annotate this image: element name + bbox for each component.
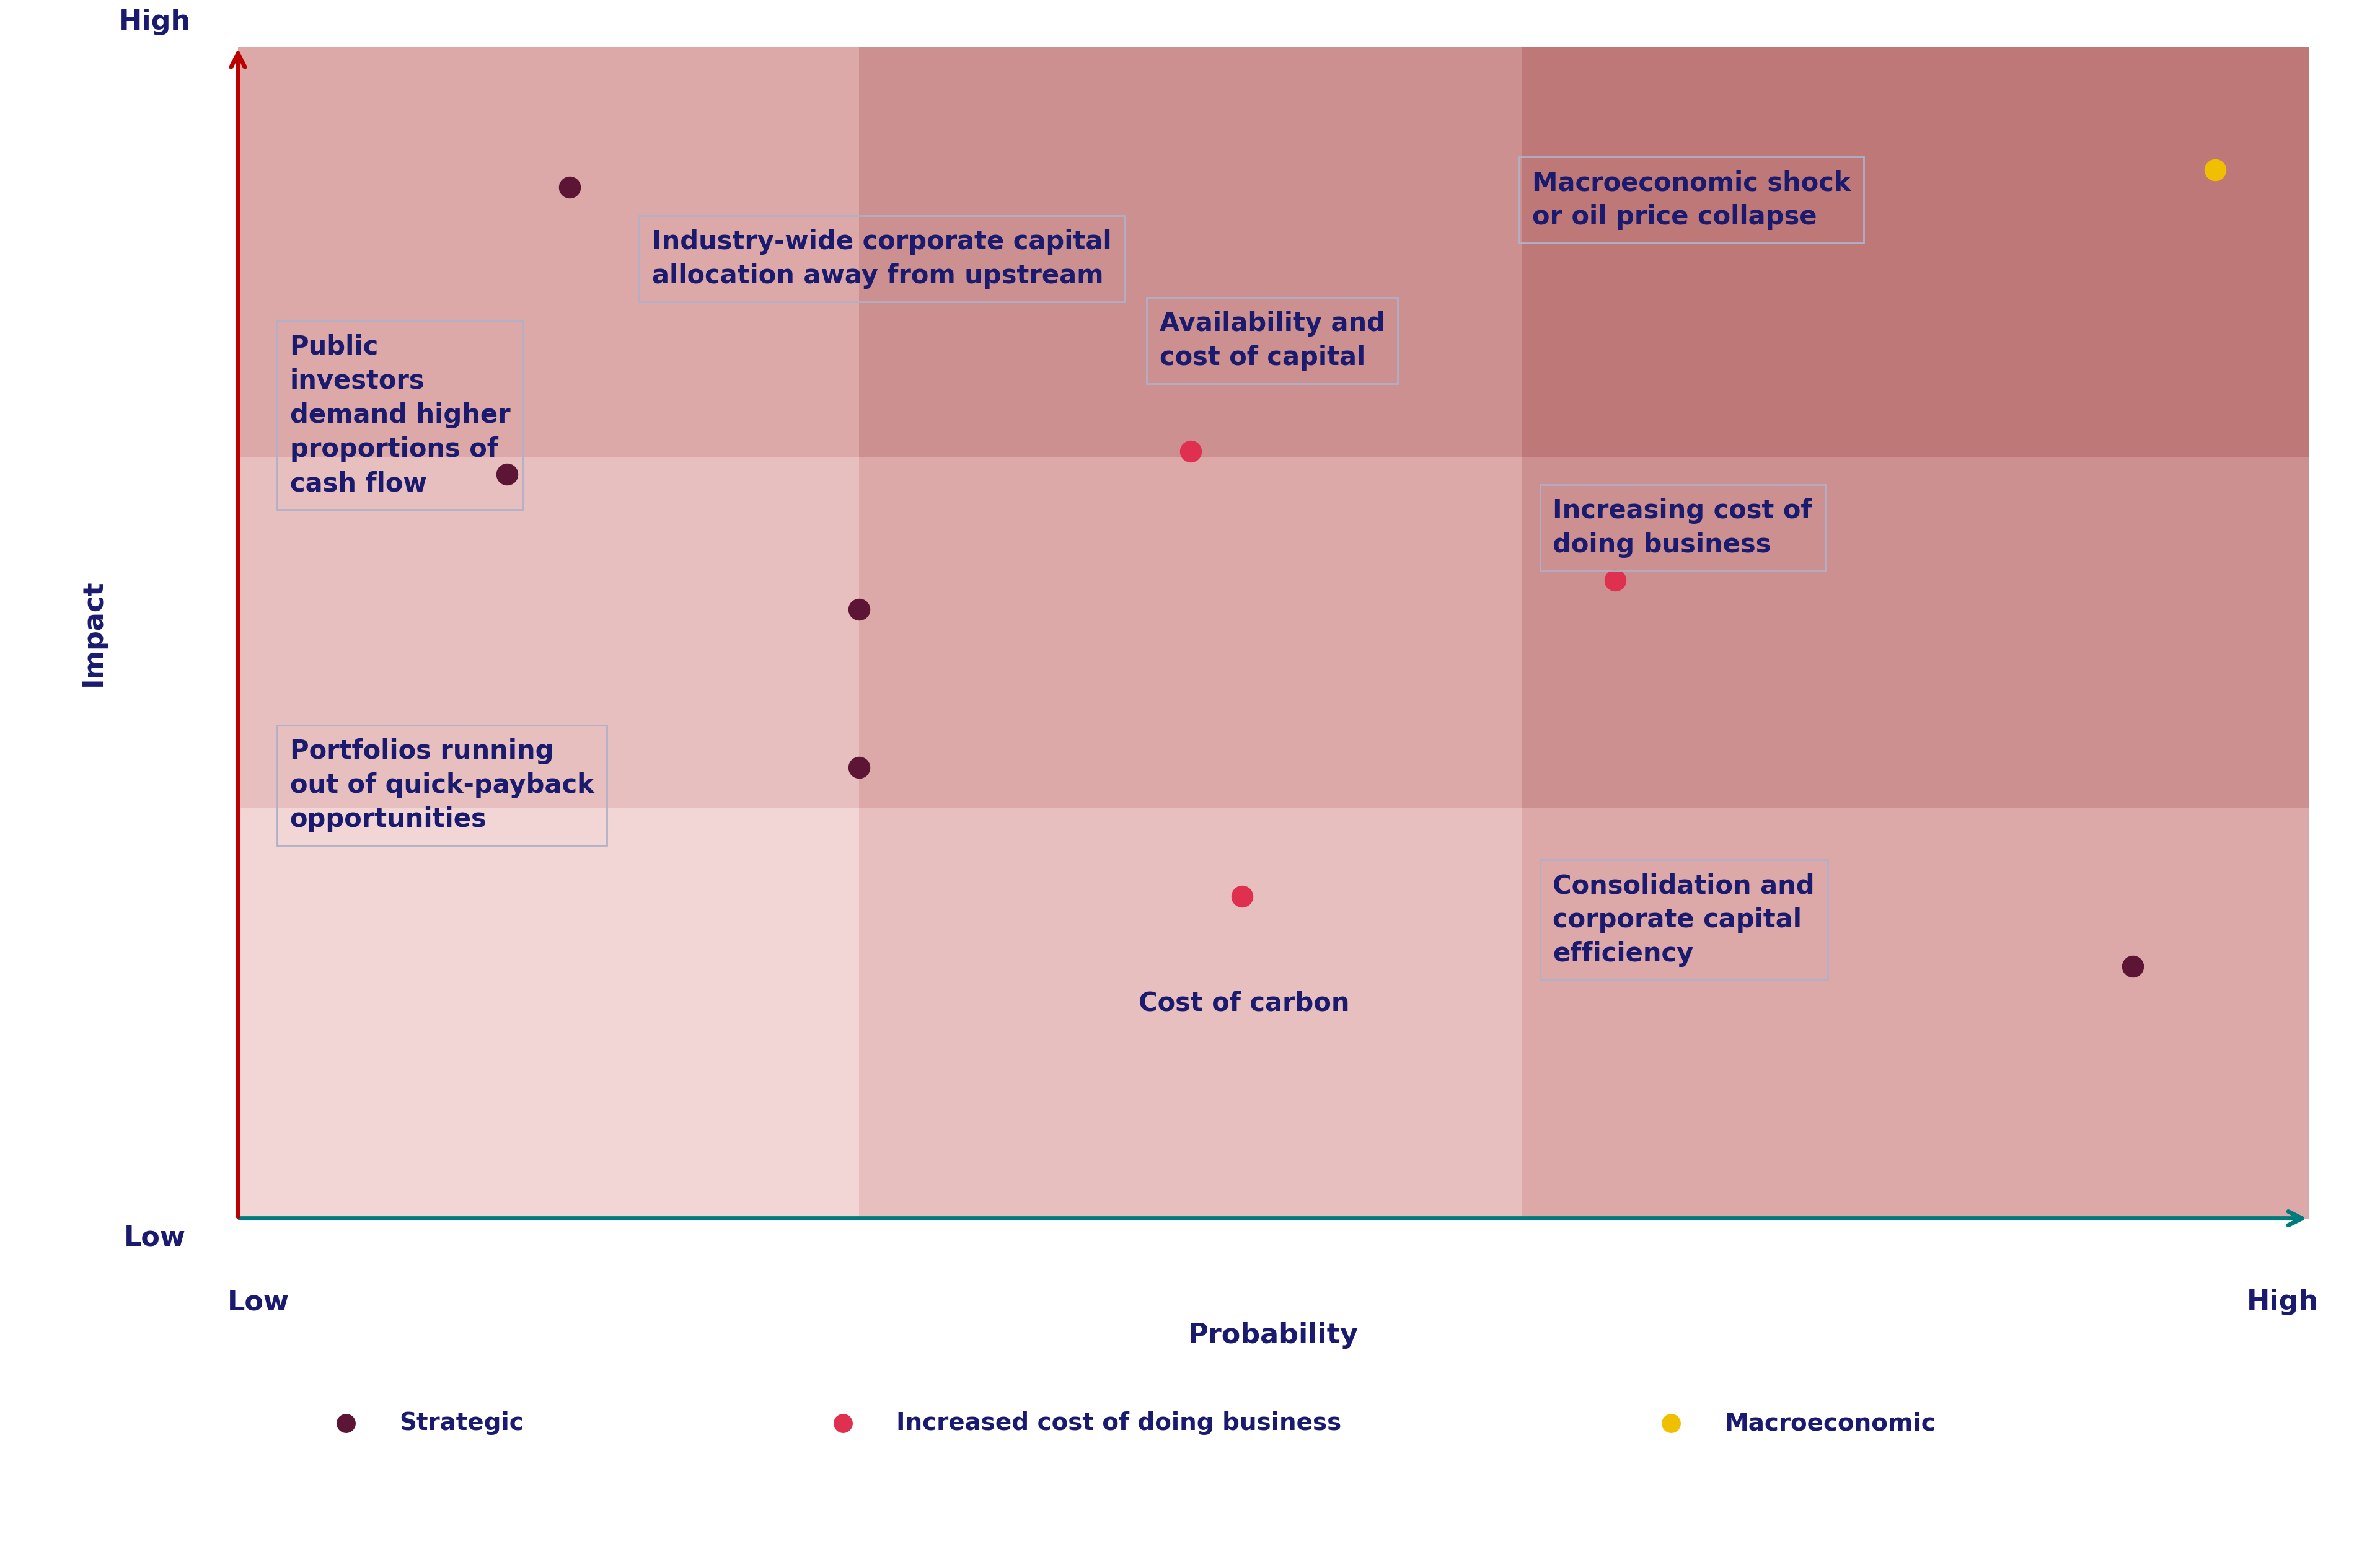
Text: Availability and
cost of capital: Availability and cost of capital [1159, 311, 1385, 370]
Text: Low: Low [228, 1289, 290, 1315]
Text: High: High [2247, 1289, 2318, 1315]
Point [2197, 158, 2235, 183]
Point [823, 1410, 862, 1435]
Point [1597, 567, 1635, 592]
Text: Increased cost of doing business: Increased cost of doing business [897, 1412, 1342, 1435]
Point [1223, 884, 1261, 909]
Text: Cost of carbon: Cost of carbon [1138, 990, 1349, 1015]
Point [326, 1410, 364, 1435]
Point [840, 597, 878, 622]
Bar [1521, 456, 2309, 809]
Point [2113, 954, 2152, 979]
Bar [859, 809, 1521, 1218]
Text: Consolidation and
corporate capital
efficiency: Consolidation and corporate capital effi… [1552, 873, 1816, 967]
Point [1652, 1410, 1690, 1435]
Text: Public
investors
demand higher
proportions of
cash flow: Public investors demand higher proportio… [290, 334, 509, 497]
Text: Probability: Probability [1188, 1321, 1359, 1350]
Text: Industry-wide corporate capital
allocation away from upstream: Industry-wide corporate capital allocati… [652, 228, 1111, 289]
Bar [238, 809, 859, 1218]
Bar [1521, 809, 2309, 1218]
Point [550, 175, 588, 200]
Text: Low: Low [124, 1225, 186, 1251]
Text: Macroeconomic shock
or oil price collapse: Macroeconomic shock or oil price collaps… [1533, 170, 1852, 230]
Text: High: High [119, 8, 190, 34]
Point [840, 754, 878, 779]
Text: Strategic: Strategic [400, 1412, 524, 1435]
Text: Increasing cost of
doing business: Increasing cost of doing business [1552, 498, 1811, 558]
Bar [238, 47, 859, 456]
Bar [238, 456, 859, 809]
Bar [1521, 47, 2309, 456]
Point [488, 462, 526, 487]
Text: Macroeconomic: Macroeconomic [1726, 1412, 1935, 1435]
Bar [859, 456, 1521, 809]
Bar [859, 47, 1521, 456]
Point [1171, 439, 1209, 464]
Text: Portfolios running
out of quick-payback
opportunities: Portfolios running out of quick-payback … [290, 739, 595, 833]
Text: Impact: Impact [81, 580, 107, 686]
